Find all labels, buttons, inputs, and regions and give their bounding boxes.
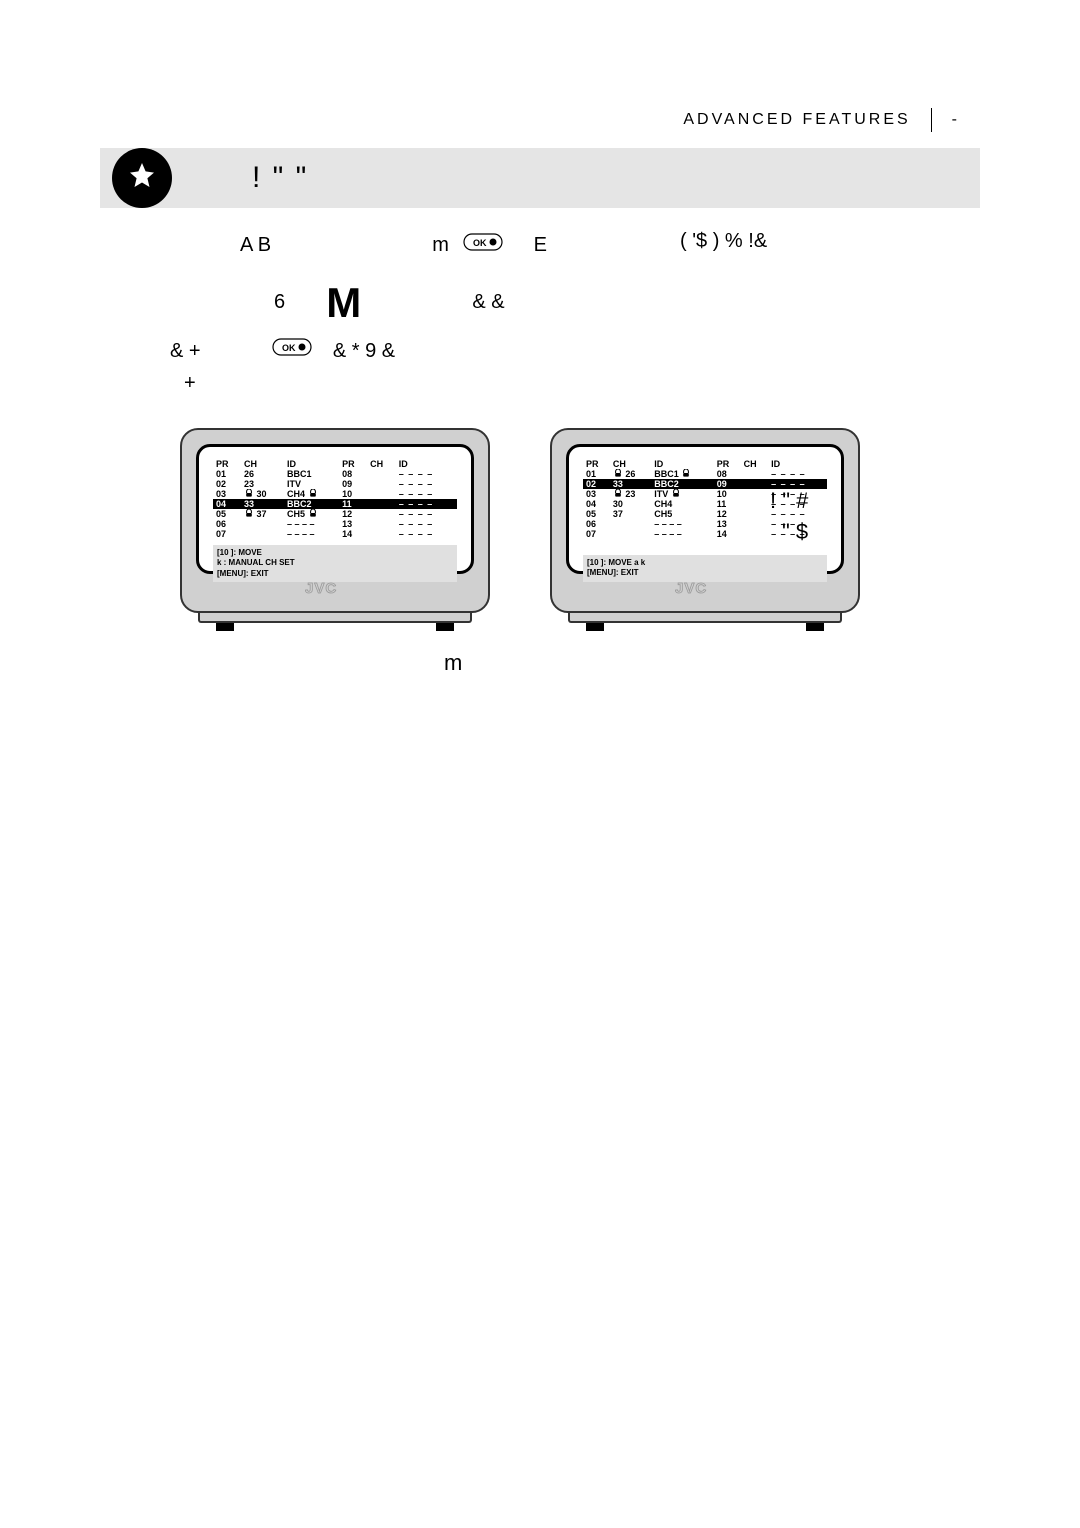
side-line2: " $ bbox=[782, 517, 808, 548]
header-title: ADVANCED FEATURES bbox=[683, 111, 910, 129]
inst-line4: + bbox=[184, 372, 196, 394]
th: CH bbox=[241, 459, 284, 469]
ok-button-icon: OK bbox=[272, 336, 312, 366]
table-row: 01 26BBC1 08– – – – bbox=[583, 469, 827, 479]
tv-left: PR CH ID PR CH ID 0126BBC108– – – –0223I… bbox=[180, 428, 490, 631]
th: PR bbox=[339, 459, 367, 469]
th: ID bbox=[396, 459, 457, 469]
footer-line: [10 ]: MOVE bbox=[217, 548, 453, 558]
footer-line: k : MANUAL CH SET bbox=[217, 558, 453, 568]
star-badge-icon bbox=[112, 148, 172, 208]
svg-text:OK: OK bbox=[282, 343, 296, 353]
tv-left-footer: [10 ]: MOVE k : MANUAL CH SET [MENU]: EX… bbox=[213, 545, 457, 582]
inst-line3-right: & & bbox=[472, 291, 504, 313]
footer-line: [10 ]: MOVE a k bbox=[587, 558, 823, 568]
page-number: - bbox=[952, 111, 960, 129]
ok-button-icon: OK bbox=[463, 231, 503, 261]
tv-right-footer: [10 ]: MOVE a k [MENU]: EXIT bbox=[583, 555, 827, 582]
table-row: 05 37CH5 12– – – – bbox=[213, 509, 457, 519]
inst-line1: A B bbox=[240, 234, 271, 256]
footer-line: [MENU]: EXIT bbox=[587, 568, 823, 578]
page-header: ADVANCED FEATURES - bbox=[683, 108, 960, 132]
table-row: 06– – – –13– – – – bbox=[213, 519, 457, 529]
th: ID bbox=[284, 459, 339, 469]
th: ID bbox=[651, 459, 713, 469]
th: PR bbox=[213, 459, 241, 469]
svg-text:OK: OK bbox=[473, 238, 487, 248]
table-row: 0126BBC108– – – – bbox=[213, 469, 457, 479]
bottom-m-char: m bbox=[444, 650, 462, 676]
table-row: 07– – – –14– – – – bbox=[213, 529, 457, 539]
th: PR bbox=[714, 459, 741, 469]
tv-screens-row: PR CH ID PR CH ID 0126BBC108– – – –0223I… bbox=[180, 428, 860, 631]
inst-line3: & + bbox=[170, 340, 201, 362]
tv-left-rows: 0126BBC108– – – –0223ITV09– – – –03 30CH… bbox=[213, 469, 457, 539]
inst-line1-after: E bbox=[534, 234, 547, 256]
table-row: 03 30CH4 10– – – – bbox=[213, 489, 457, 499]
th: CH bbox=[610, 459, 651, 469]
svg-text:JVC: JVC bbox=[305, 580, 337, 596]
th: CH bbox=[367, 459, 396, 469]
footer-line: [MENU]: EXIT bbox=[217, 569, 453, 579]
table-row: 0223ITV09– – – – bbox=[213, 479, 457, 489]
side-text: ! " # " $ bbox=[770, 486, 808, 548]
big-m-icon: M bbox=[326, 279, 361, 326]
m-char: m bbox=[432, 234, 449, 256]
th: ID bbox=[768, 459, 827, 469]
title-bar: ! " " bbox=[100, 148, 980, 208]
header-divider bbox=[931, 108, 932, 132]
inst-line3-mid: & * 9 & bbox=[333, 340, 395, 362]
th: PR bbox=[583, 459, 610, 469]
side-line1: ! " # bbox=[770, 486, 808, 517]
table-row: 0433BBC211– – – – bbox=[213, 499, 457, 509]
tv-right: PR CH ID PR CH ID 01 26BBC1 08– – – –023… bbox=[550, 428, 860, 631]
title-text: ! " " bbox=[252, 161, 308, 195]
inst-line2-left: 6 bbox=[274, 291, 285, 313]
th: CH bbox=[741, 459, 769, 469]
tv-left-table: PR CH ID PR CH ID 0126BBC108– – – –0223I… bbox=[213, 459, 457, 539]
svg-text:JVC: JVC bbox=[675, 580, 707, 596]
